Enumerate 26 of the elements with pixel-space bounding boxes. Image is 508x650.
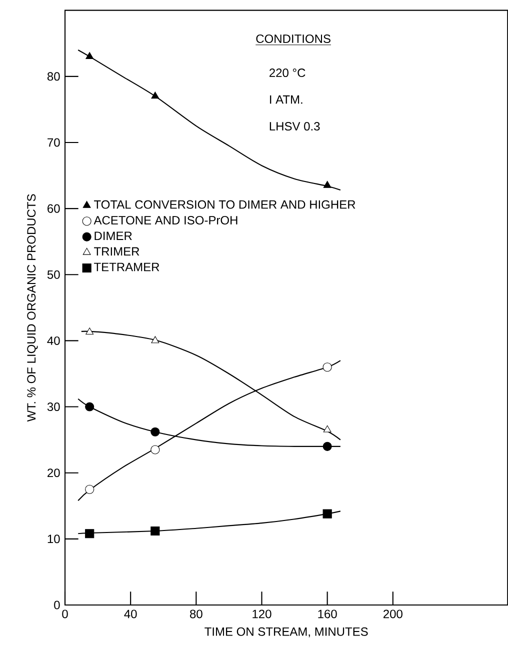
y-axis-title: WT. % OF LIQUID ORGANIC PRODUCTS (27, 194, 38, 422)
x-tick-label: 0 (62, 610, 68, 618)
y-tick-label: 20 (47, 468, 60, 478)
legend-label: TRIMER (94, 247, 140, 256)
x-tick-label: 40 (124, 610, 137, 618)
x-tick-label: 160 (318, 610, 337, 618)
y-tick-label: 80 (47, 72, 60, 81)
annotation: CONDITIONS (256, 34, 330, 43)
y-tick-label: 50 (47, 270, 60, 279)
y-tick-label: 70 (47, 138, 60, 147)
y-tick-label: 40 (47, 336, 60, 345)
legend-label: TETRAMER (94, 262, 160, 272)
annotation: LHSV 0.3 (270, 122, 320, 131)
y-tick-label: 30 (47, 402, 60, 412)
x-tick-label: 80 (190, 610, 202, 618)
annotation: I ATM. (270, 95, 302, 104)
legend-label: DIMER (94, 232, 132, 240)
x-axis-title: TIME ON STREAM, MINUTES (204, 627, 368, 638)
y-tick-label: 10 (48, 534, 60, 544)
x-tick-label: 120 (252, 610, 272, 618)
x-tick-label: 200 (383, 610, 402, 618)
legend-label: ACETONE AND ISO-PrOH (94, 216, 238, 224)
annotation: 220 °C (269, 68, 306, 78)
y-tick-label: 60 (47, 204, 60, 213)
legend-label: TOTAL CONVERSION TO DIMER AND HIGHER (94, 200, 356, 209)
y-tick-label: 0 (54, 600, 60, 610)
